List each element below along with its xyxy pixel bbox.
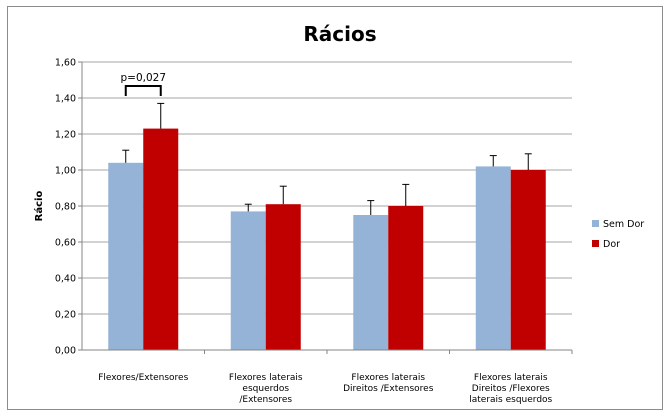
y-tick-label: 0,20 bbox=[55, 310, 76, 321]
x-tick-label: laterais esquerdos bbox=[469, 395, 552, 405]
chart-title: Rácios bbox=[303, 22, 376, 46]
x-tick-label: /Extensores bbox=[239, 395, 292, 405]
bar-dor bbox=[143, 128, 179, 350]
x-tick-label: Direitos /Extensores bbox=[343, 384, 434, 394]
y-tick-label: 1,20 bbox=[55, 130, 76, 141]
bar-dor bbox=[510, 170, 546, 350]
bar-dor bbox=[265, 204, 301, 350]
legend: Sem Dor Dor bbox=[592, 219, 644, 250]
x-tick-label: Flexores/Extensores bbox=[98, 373, 188, 383]
bar-dor bbox=[388, 206, 424, 350]
bars bbox=[108, 102, 546, 350]
legend-label: Dor bbox=[603, 239, 620, 250]
bar-sem-dor bbox=[353, 215, 389, 350]
bar-sem-dor bbox=[230, 211, 266, 350]
y-tick-label: 0,40 bbox=[55, 274, 76, 285]
significance-bracket bbox=[124, 85, 162, 96]
x-tick-label: esquerdos bbox=[242, 384, 289, 394]
x-tick-label: Direitos /Flexores bbox=[472, 384, 550, 394]
y-tick-label: 0,00 bbox=[55, 346, 76, 357]
y-tick-label: 1,60 bbox=[55, 58, 76, 69]
y-tick-label: 0,80 bbox=[55, 202, 76, 213]
bar-sem-dor bbox=[108, 162, 144, 350]
x-tick-label: Flexores laterais bbox=[474, 373, 548, 383]
legend-swatch bbox=[592, 220, 599, 227]
legend-swatch bbox=[592, 240, 599, 247]
bar-sem-dor bbox=[475, 166, 511, 350]
labels: Rácios 0,00 0,20 0,40 0,60 0,80 1,00 1,20 1,40 1,… bbox=[33, 22, 553, 405]
y-axis-label: Rácio bbox=[33, 191, 45, 222]
x-tick-label: Flexores laterais bbox=[351, 373, 425, 383]
p-value-label: p=0,027 bbox=[120, 72, 166, 84]
x-tick-label: Flexores laterais bbox=[229, 373, 303, 383]
axes bbox=[78, 61, 573, 354]
y-tick-label: 1,40 bbox=[55, 94, 76, 105]
y-tick-label: 1,00 bbox=[55, 166, 76, 177]
legend-label: Sem Dor bbox=[603, 219, 644, 230]
y-tick-label: 0,60 bbox=[55, 238, 76, 249]
